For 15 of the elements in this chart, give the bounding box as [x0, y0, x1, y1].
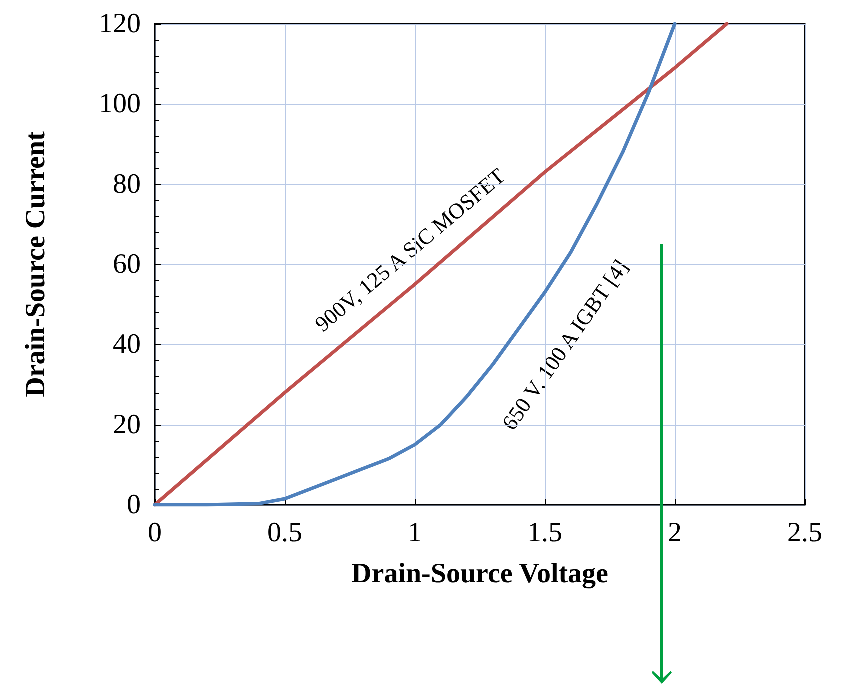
- y-axis-title: Drain-Source Current: [20, 130, 52, 398]
- x-tick-label: 1: [408, 518, 422, 548]
- x-tick-label: 1.5: [528, 518, 562, 548]
- x-axis-title: Drain-Source Voltage: [352, 558, 608, 590]
- y-tick-label: 120: [99, 8, 141, 40]
- y-tick-label: 60: [113, 249, 141, 280]
- y-tick-label: 100: [99, 88, 141, 120]
- y-tick-label: 40: [113, 329, 141, 360]
- x-tick-label: 0.5: [268, 518, 302, 548]
- x-tick-label: 0: [148, 518, 162, 548]
- y-tick-label: 20: [113, 409, 141, 440]
- y-tick-label: 80: [113, 168, 141, 200]
- x-tick-label: 2: [668, 518, 682, 548]
- x-tick-label: 2.5: [788, 518, 822, 548]
- y-tick-label: 0: [127, 490, 141, 520]
